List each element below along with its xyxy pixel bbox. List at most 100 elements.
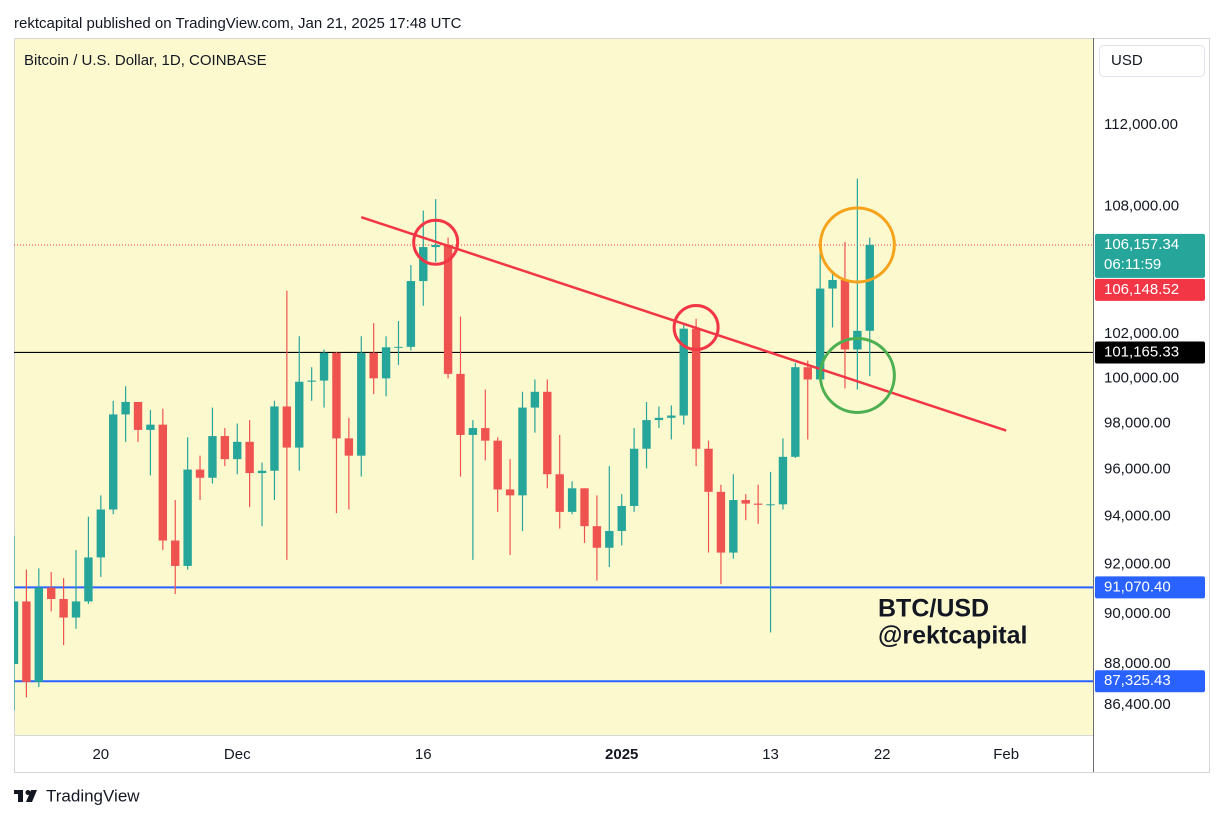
highlight-circle (412, 218, 460, 266)
candle-body (518, 407, 527, 496)
candle-body (828, 279, 837, 289)
y-tick-label: 94,000.00 (1104, 508, 1171, 525)
annotation-text: @rektcapital (878, 622, 1027, 650)
x-tick-label: 2025 (605, 746, 638, 763)
candle-body (394, 346, 403, 348)
highlight-circle (818, 206, 896, 284)
candle-body (233, 441, 242, 460)
candle-body (381, 347, 391, 379)
candle-body (319, 352, 329, 381)
candle-body (580, 488, 589, 527)
candle-body (617, 505, 626, 531)
y-tick-label: 112,000.00 (1104, 116, 1178, 133)
highlight-circle (672, 304, 720, 352)
x-tick-label: 20 (92, 746, 109, 763)
y-tick-label: 108,000.00 (1104, 197, 1179, 214)
x-tick-label: Feb (993, 746, 1019, 763)
candle-body (704, 448, 713, 492)
candle-body (605, 530, 614, 548)
candle-body (332, 352, 341, 439)
price-label: 106,157.34 (1104, 236, 1179, 253)
highlight-circle (818, 336, 896, 414)
candle-body (716, 491, 726, 553)
candle-body (493, 440, 502, 490)
candle-body (34, 587, 44, 682)
price-label: 91,070.40 (1104, 578, 1171, 595)
candle-body (369, 352, 378, 379)
candle-body (195, 469, 205, 478)
chart-frame (14, 38, 1210, 773)
candle-body (431, 244, 440, 248)
price-label-box (1095, 341, 1205, 364)
candle-body (791, 367, 800, 457)
candle-body (741, 500, 750, 504)
candle-body (530, 391, 540, 408)
candle-body (481, 428, 490, 441)
y-tick-label: 100,000.00 (1104, 369, 1179, 386)
price-label: 101,165.33 (1104, 343, 1179, 360)
candle-body (803, 367, 812, 380)
price-label-box (1095, 233, 1205, 278)
x-tick-label: 13 (762, 746, 779, 763)
candle-body (84, 557, 93, 602)
candle-body (121, 401, 130, 415)
x-tick-label: Dec (224, 746, 251, 763)
candle-body (679, 328, 688, 416)
candle-body (171, 540, 180, 566)
candle-body (654, 417, 664, 421)
currency-label[interactable]: USD (1111, 52, 1143, 69)
candle-body (543, 391, 552, 475)
candle-body (344, 438, 354, 456)
candle-body (778, 456, 788, 505)
candle-body (419, 247, 428, 282)
candle-body (691, 328, 701, 449)
candle-body (642, 420, 651, 449)
annotation-text: BTC/USD (878, 595, 989, 623)
tradingview-logo (14, 790, 37, 802)
candle-body (22, 601, 31, 682)
currency-box[interactable] (1099, 45, 1205, 77)
candle-body (220, 436, 230, 460)
trendline (360, 215, 1007, 432)
candle-body (865, 244, 874, 331)
footer-brand: TradingView (46, 786, 140, 805)
candle-body (183, 469, 192, 566)
candle-body (468, 428, 478, 435)
candle-body (357, 352, 366, 456)
candle-body (307, 380, 316, 382)
publish-header: rektcapital published on TradingView.com… (14, 15, 462, 32)
candle-body (295, 381, 304, 448)
price-label: 87,325.43 (1104, 672, 1171, 689)
countdown: 06:11:59 (1104, 256, 1161, 273)
plot-background (14, 38, 1093, 735)
price-label-box (1095, 278, 1205, 301)
price-label-box (1095, 670, 1205, 693)
candle-body (840, 279, 850, 350)
candle-body (815, 288, 825, 380)
y-tick-label: 90,000.00 (1104, 605, 1171, 622)
candle-body (592, 526, 602, 548)
candle-body (753, 503, 763, 505)
y-tick-label: 102,000.00 (1104, 325, 1179, 342)
candle-body (245, 441, 254, 474)
candle-body (14, 601, 19, 665)
candle-body (456, 373, 465, 435)
candle-body (59, 598, 68, 618)
candle-body (146, 424, 155, 430)
candle-body (555, 474, 564, 512)
candle-body (406, 281, 416, 347)
candle-body (629, 448, 639, 506)
candle-body (47, 587, 56, 599)
candle-body (567, 488, 577, 512)
y-tick-label: 96,000.00 (1104, 461, 1171, 478)
y-tick-label: 86,400.00 (1104, 696, 1171, 713)
x-tick-label: 22 (874, 746, 891, 763)
candle-body (71, 601, 81, 618)
candle-body (667, 415, 676, 418)
y-tick-label: 92,000.00 (1104, 556, 1171, 573)
symbol-title: Bitcoin / U.S. Dollar, 1D, COINBASE (24, 52, 267, 69)
candle-body (109, 414, 118, 510)
candle-body (853, 330, 862, 350)
candle-body (270, 406, 279, 471)
